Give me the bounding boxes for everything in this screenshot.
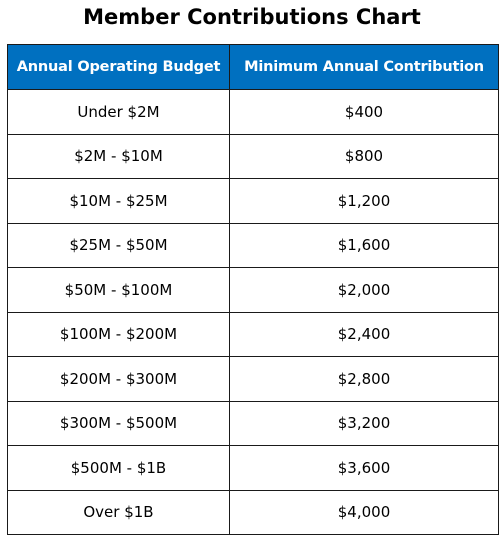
contribution-cell: $2,400 bbox=[229, 311, 499, 357]
budget-cell: $300M - $500M bbox=[7, 400, 230, 446]
table-row: $300M - $500M $3,200 bbox=[7, 400, 499, 446]
table-row: $500M - $1B $3,600 bbox=[7, 445, 499, 491]
contribution-cell: $4,000 bbox=[229, 489, 499, 535]
budget-cell: $2M - $10M bbox=[7, 133, 230, 179]
budget-cell: $25M - $50M bbox=[7, 222, 230, 268]
budget-cell: $100M - $200M bbox=[7, 311, 230, 357]
header-minimum-annual-contribution: Minimum Annual Contribution bbox=[229, 44, 499, 90]
table-header-row: Annual Operating Budget Minimum Annual C… bbox=[7, 44, 499, 90]
table-row: $200M - $300M $2,800 bbox=[7, 356, 499, 402]
table-row: $100M - $200M $2,400 bbox=[7, 311, 499, 357]
contribution-cell: $3,600 bbox=[229, 445, 499, 491]
contribution-cell: $1,200 bbox=[229, 178, 499, 224]
table-row: Over $1B $4,000 bbox=[7, 489, 499, 535]
contribution-cell: $2,000 bbox=[229, 267, 499, 313]
contribution-cell: $3,200 bbox=[229, 400, 499, 446]
budget-cell: $500M - $1B bbox=[7, 445, 230, 491]
contribution-cell: $800 bbox=[229, 133, 499, 179]
contributions-table: Annual Operating Budget Minimum Annual C… bbox=[7, 44, 499, 535]
header-annual-operating-budget: Annual Operating Budget bbox=[7, 44, 230, 90]
table-row: $25M - $50M $1,600 bbox=[7, 222, 499, 268]
budget-cell: $50M - $100M bbox=[7, 267, 230, 313]
contribution-cell: $2,800 bbox=[229, 356, 499, 402]
contribution-cell: $400 bbox=[229, 89, 499, 135]
budget-cell: Under $2M bbox=[7, 89, 230, 135]
budget-cell: Over $1B bbox=[7, 489, 230, 535]
table-row: $50M - $100M $2,000 bbox=[7, 267, 499, 313]
budget-cell: $200M - $300M bbox=[7, 356, 230, 402]
page-title: Member Contributions Chart bbox=[83, 5, 421, 29]
table-row: $10M - $25M $1,200 bbox=[7, 178, 499, 224]
budget-cell: $10M - $25M bbox=[7, 178, 230, 224]
table-row: Under $2M $400 bbox=[7, 89, 499, 135]
contribution-cell: $1,600 bbox=[229, 222, 499, 268]
table-row: $2M - $10M $800 bbox=[7, 133, 499, 179]
